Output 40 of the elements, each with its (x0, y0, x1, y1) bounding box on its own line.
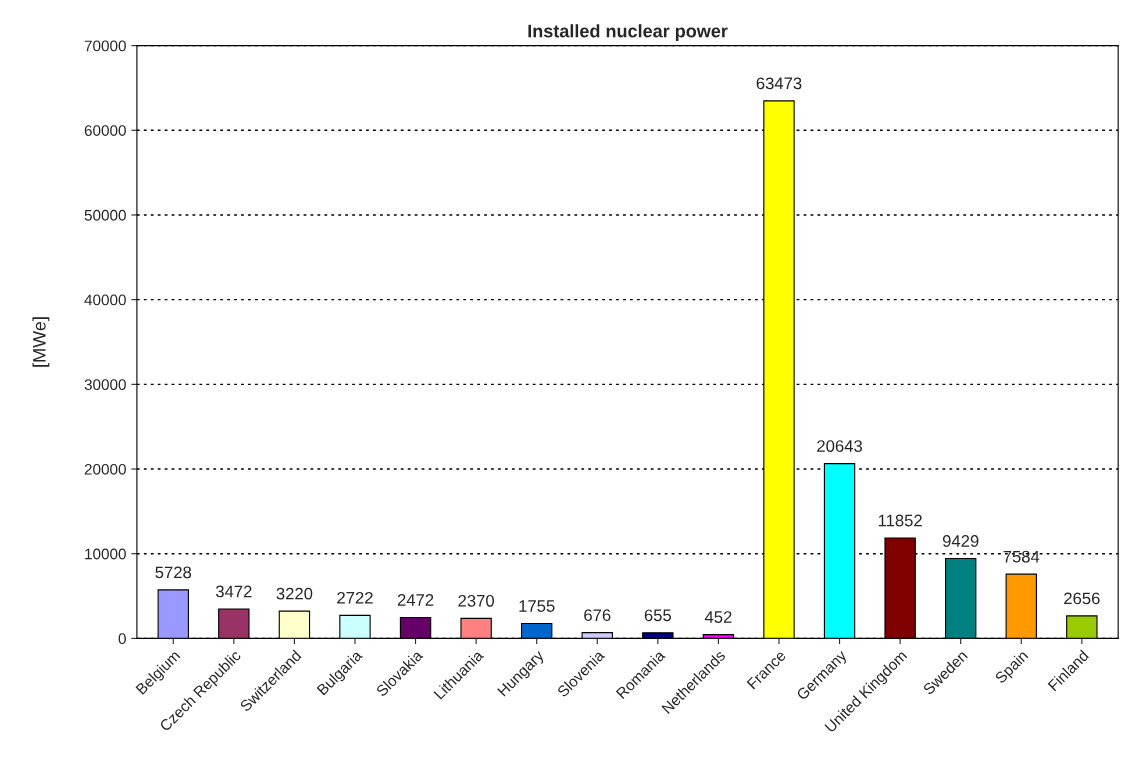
data-label: 63473 (756, 77, 802, 90)
bar (339, 614, 371, 639)
y-tick-label: 70000 (84, 40, 126, 52)
data-label: 1755 (519, 600, 555, 612)
bar (460, 617, 492, 639)
chart-title: Installed nuclear power (528, 24, 728, 42)
bar (218, 608, 250, 639)
data-label: 9429 (942, 535, 979, 547)
bar (1066, 615, 1098, 639)
data-label: 3220 (276, 587, 313, 600)
bar (702, 634, 735, 639)
y-tick-label: 50000 (84, 209, 126, 221)
bar (944, 557, 977, 639)
bar (520, 622, 553, 639)
bar (278, 610, 311, 639)
data-label: 655 (644, 609, 672, 622)
data-label: 7584 (1003, 550, 1040, 563)
data-label: 2656 (1064, 592, 1100, 605)
data-label: 5728 (155, 566, 192, 579)
data-label: 20643 (817, 440, 862, 452)
data-label: 2472 (397, 594, 434, 606)
y-tick-label: 40000 (84, 294, 126, 306)
bar (157, 589, 189, 639)
y-tick-label: 60000 (84, 125, 126, 136)
bar (823, 463, 856, 639)
data-label: 452 (704, 611, 732, 623)
y-tick-label: 20000 (84, 463, 126, 475)
bar (1005, 573, 1037, 639)
y-tick-label: 0 (118, 633, 126, 645)
data-label: 676 (584, 609, 611, 622)
y-axis-title: [MWe] (32, 317, 50, 367)
data-label: 3472 (215, 585, 252, 598)
data-label: 11852 (878, 514, 922, 527)
data-label: 2722 (337, 591, 373, 604)
y-tick-label: 30000 (84, 379, 126, 391)
bar (642, 632, 674, 639)
bar (399, 616, 432, 639)
bar (581, 632, 613, 639)
y-tick-label: 10000 (85, 548, 126, 560)
data-label: 2370 (458, 594, 495, 607)
